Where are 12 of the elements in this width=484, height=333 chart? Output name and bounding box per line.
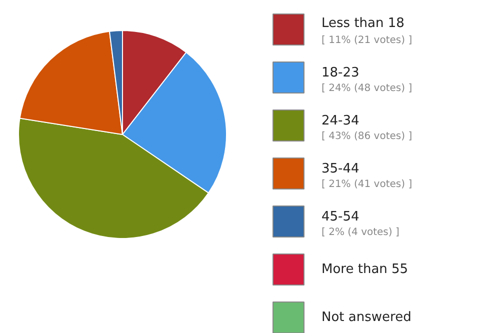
data-label: [ 11% (21 votes) ]: [322, 35, 412, 46]
legend-label: 24-34: [322, 114, 360, 128]
legend-label: Less than 18: [322, 16, 404, 31]
data-label: [ 24% (48 votes) ]: [322, 83, 412, 94]
legend-label: 45-54: [322, 210, 360, 224]
legend-label: Not answered: [322, 310, 412, 325]
data-label: [ 21% (41 votes) ]: [322, 179, 412, 190]
legend-label: 35-44: [322, 162, 360, 176]
legend-label: 18-23: [322, 66, 360, 80]
legend-label: More than 55: [322, 262, 408, 277]
data-label: [ 2% (4 votes) ]: [322, 227, 400, 238]
data-label: [ 43% (86 votes) ]: [322, 131, 412, 142]
